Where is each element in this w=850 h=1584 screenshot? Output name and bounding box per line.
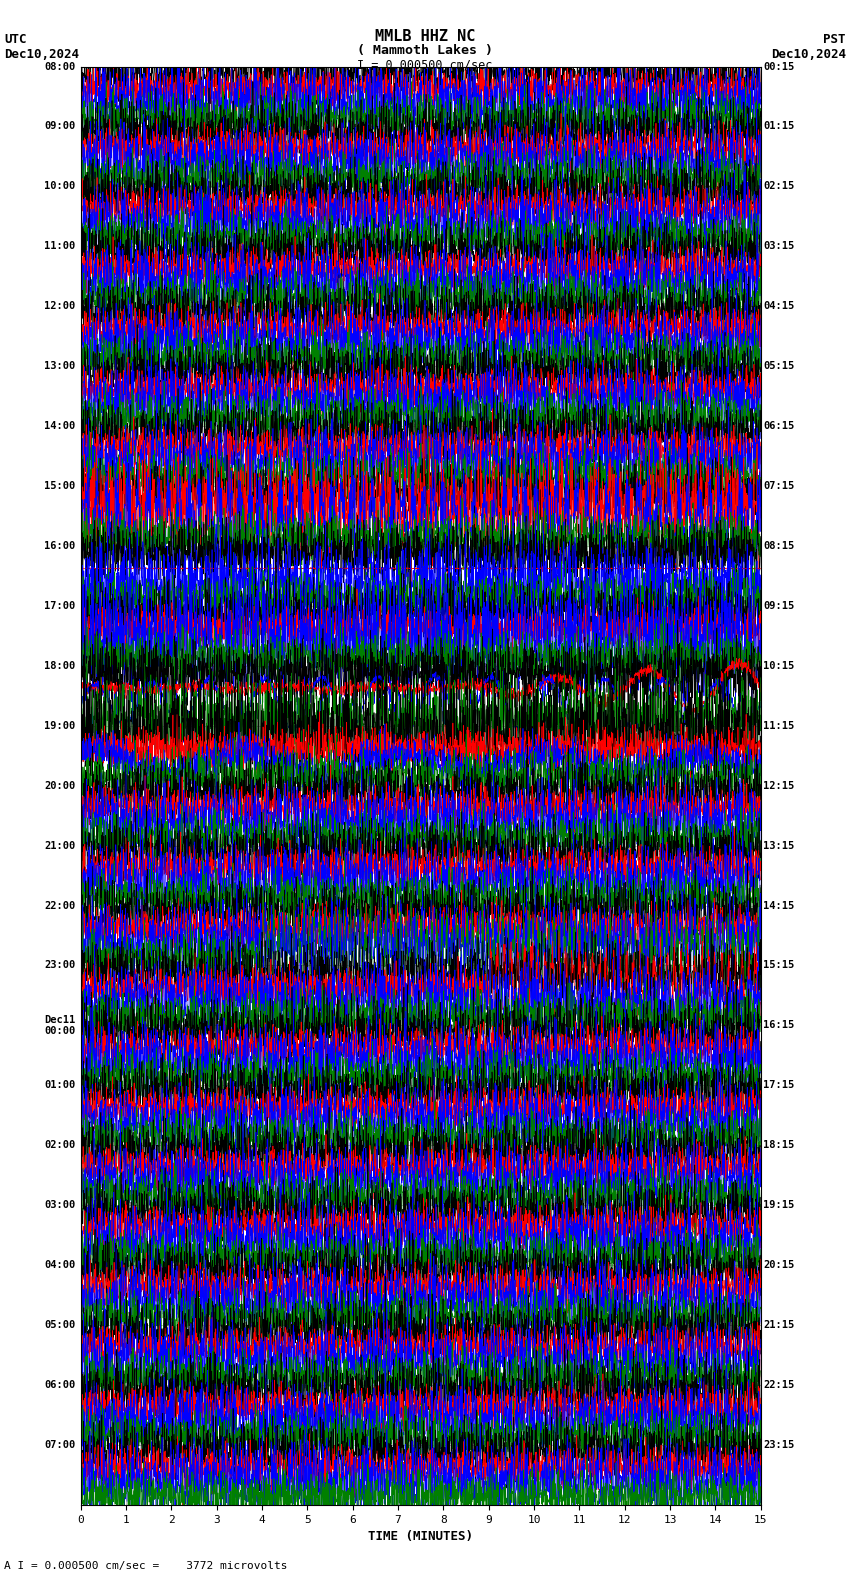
- Text: 01:00: 01:00: [44, 1080, 76, 1090]
- Text: MMLB HHZ NC: MMLB HHZ NC: [375, 29, 475, 43]
- Text: 05:15: 05:15: [763, 361, 795, 371]
- Text: 09:00: 09:00: [44, 122, 76, 131]
- Text: 08:00: 08:00: [44, 62, 76, 71]
- Text: 13:15: 13:15: [763, 841, 795, 851]
- Text: 05:00: 05:00: [44, 1319, 76, 1331]
- Text: 23:15: 23:15: [763, 1440, 795, 1449]
- Text: 18:15: 18:15: [763, 1140, 795, 1150]
- Text: Dec11
00:00: Dec11 00:00: [44, 1015, 76, 1036]
- Text: 16:15: 16:15: [763, 1020, 795, 1030]
- Text: PST: PST: [824, 33, 846, 46]
- Text: Dec10,2024: Dec10,2024: [771, 48, 846, 60]
- Text: 16:00: 16:00: [44, 542, 76, 551]
- Text: 21:15: 21:15: [763, 1319, 795, 1331]
- Text: 00:15: 00:15: [763, 62, 795, 71]
- Text: 10:15: 10:15: [763, 661, 795, 670]
- Text: 10:00: 10:00: [44, 182, 76, 192]
- Text: 15:15: 15:15: [763, 960, 795, 971]
- Text: 20:15: 20:15: [763, 1261, 795, 1270]
- Text: 02:00: 02:00: [44, 1140, 76, 1150]
- Text: 02:15: 02:15: [763, 182, 795, 192]
- Text: 22:15: 22:15: [763, 1380, 795, 1389]
- Text: 09:15: 09:15: [763, 600, 795, 611]
- Text: 07:00: 07:00: [44, 1440, 76, 1449]
- Text: 06:15: 06:15: [763, 421, 795, 431]
- Text: 21:00: 21:00: [44, 841, 76, 851]
- Text: 13:00: 13:00: [44, 361, 76, 371]
- Text: 15:00: 15:00: [44, 482, 76, 491]
- Text: 04:00: 04:00: [44, 1261, 76, 1270]
- Text: 14:15: 14:15: [763, 901, 795, 911]
- Text: ( Mammoth Lakes ): ( Mammoth Lakes ): [357, 44, 493, 57]
- Text: 22:00: 22:00: [44, 901, 76, 911]
- Text: 23:00: 23:00: [44, 960, 76, 971]
- Text: 03:00: 03:00: [44, 1201, 76, 1210]
- Text: Dec10,2024: Dec10,2024: [4, 48, 79, 60]
- Text: 20:00: 20:00: [44, 781, 76, 790]
- Text: 17:15: 17:15: [763, 1080, 795, 1090]
- Text: 08:15: 08:15: [763, 542, 795, 551]
- Text: 19:15: 19:15: [763, 1201, 795, 1210]
- Text: 12:15: 12:15: [763, 781, 795, 790]
- Text: 04:15: 04:15: [763, 301, 795, 310]
- Text: 19:00: 19:00: [44, 721, 76, 730]
- Text: 18:00: 18:00: [44, 661, 76, 670]
- Text: 03:15: 03:15: [763, 241, 795, 252]
- X-axis label: TIME (MINUTES): TIME (MINUTES): [368, 1530, 473, 1543]
- Text: 14:00: 14:00: [44, 421, 76, 431]
- Text: UTC: UTC: [4, 33, 26, 46]
- Text: A I = 0.000500 cm/sec =    3772 microvolts: A I = 0.000500 cm/sec = 3772 microvolts: [4, 1562, 288, 1571]
- Text: I = 0.000500 cm/sec: I = 0.000500 cm/sec: [357, 59, 493, 71]
- Text: 17:00: 17:00: [44, 600, 76, 611]
- Text: 11:00: 11:00: [44, 241, 76, 252]
- Text: 07:15: 07:15: [763, 482, 795, 491]
- Text: 11:15: 11:15: [763, 721, 795, 730]
- Text: 06:00: 06:00: [44, 1380, 76, 1389]
- Text: 12:00: 12:00: [44, 301, 76, 310]
- Text: 01:15: 01:15: [763, 122, 795, 131]
